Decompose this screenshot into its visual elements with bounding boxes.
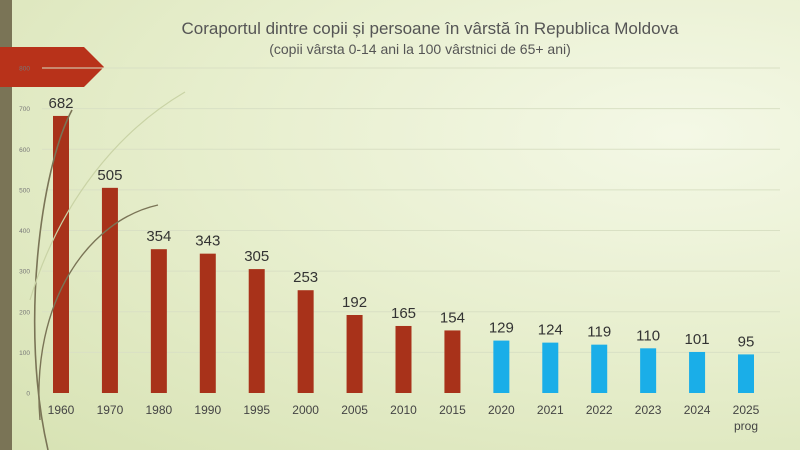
x-tick-label: 2010 xyxy=(390,403,417,417)
x-tick-label: 1970 xyxy=(97,403,124,417)
bar-1 xyxy=(101,187,118,393)
data-label: 682 xyxy=(48,95,73,112)
bar-5 xyxy=(297,290,314,393)
x-tick-label: 2020 xyxy=(488,403,515,417)
data-label: 110 xyxy=(636,327,660,344)
bar-12 xyxy=(640,348,657,393)
bar-9 xyxy=(493,340,510,393)
x-tick-label: 2000 xyxy=(292,403,319,417)
bar-7 xyxy=(395,325,412,393)
bar-6 xyxy=(346,315,363,393)
x-tick-label: 2015 xyxy=(439,403,466,417)
data-label: 119 xyxy=(587,324,611,341)
bar-10 xyxy=(542,342,559,393)
y-tick-label: 400 xyxy=(19,228,30,235)
data-label: 129 xyxy=(489,320,514,337)
x-tick-label: 1960 xyxy=(48,403,75,417)
bar-14 xyxy=(738,354,754,393)
x-axis: 1960 1970 1980 1990 1995 2000 2005 2010 2015 2020… xyxy=(48,403,760,433)
data-label: 192 xyxy=(342,294,367,311)
left-accent-bar xyxy=(0,0,12,450)
bar-0 xyxy=(53,115,69,393)
data-label: 354 xyxy=(146,228,171,245)
x-tick-label: 2025 xyxy=(733,403,760,417)
bar-13 xyxy=(689,351,706,393)
data-label: 101 xyxy=(685,331,710,348)
y-tick-label: 800 xyxy=(19,66,30,73)
x-tick-label: prog xyxy=(734,419,758,433)
x-tick-label: 2024 xyxy=(684,403,711,417)
x-tick-label: 2022 xyxy=(586,403,613,417)
chart-title: Coraportul dintre copii și persoane în v… xyxy=(181,19,679,38)
y-tick-label: 200 xyxy=(19,309,30,316)
x-tick-label: 1990 xyxy=(194,403,221,417)
data-label: 343 xyxy=(195,233,220,250)
y-tick-label: 700 xyxy=(19,106,30,113)
x-tick-label: 2005 xyxy=(341,403,368,417)
title-block: Coraportul dintre copii și persoane în v… xyxy=(0,18,800,58)
bar-3 xyxy=(199,253,216,393)
y-tick-label: 600 xyxy=(19,147,30,154)
arrow-tab-decoration xyxy=(0,47,104,87)
data-label: 165 xyxy=(391,305,416,322)
y-tick-label: 300 xyxy=(19,269,30,276)
bar-11 xyxy=(591,344,608,393)
data-label: 95 xyxy=(738,333,755,350)
x-tick-label: 1995 xyxy=(243,403,270,417)
y-tick-label: 0 xyxy=(26,391,30,398)
bar-2 xyxy=(150,249,167,393)
bar-8 xyxy=(444,330,461,393)
data-label: 124 xyxy=(538,322,563,339)
chart-subtitle: (copii vârsta 0-14 ani la 100 vârstnici … xyxy=(269,41,571,57)
x-tick-label: 2021 xyxy=(537,403,564,417)
data-label: 505 xyxy=(97,167,122,184)
bars xyxy=(53,115,754,393)
y-tick-label: 500 xyxy=(19,187,30,194)
y-tick-label: 100 xyxy=(19,350,30,357)
x-tick-label: 1980 xyxy=(146,403,173,417)
data-label: 154 xyxy=(440,309,465,326)
data-label: 253 xyxy=(293,269,318,286)
x-tick-label: 2023 xyxy=(635,403,662,417)
bar-4 xyxy=(248,269,265,393)
y-axis: 0 100 200 300 400 500 600 700 800 xyxy=(19,66,30,398)
data-label: 305 xyxy=(244,248,269,265)
